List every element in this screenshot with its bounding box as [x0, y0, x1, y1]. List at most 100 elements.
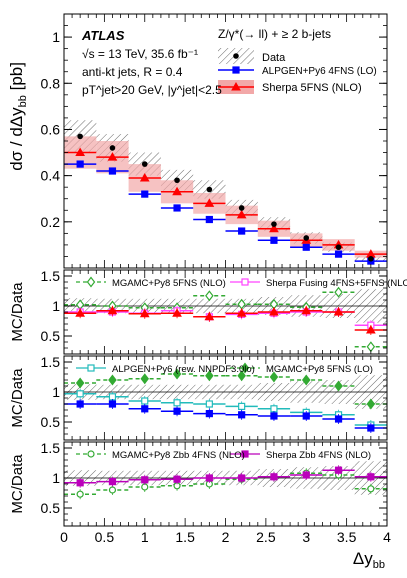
- alpgen-marker: [76, 160, 84, 168]
- ratio-marker: [108, 400, 117, 408]
- alpgen-marker: [334, 250, 343, 258]
- x-axis-label-sub: bb: [373, 559, 385, 571]
- sherpa-marker: [269, 223, 279, 233]
- x-tick-label: 2.5: [256, 529, 276, 545]
- y-tick-label: 0.4: [41, 168, 61, 184]
- legend-marker: [87, 364, 95, 372]
- ratio-marker: [108, 486, 117, 494]
- x-axis-label: Δybb: [353, 549, 385, 571]
- sherpa-marker: [139, 172, 150, 182]
- ratio-marker: [173, 399, 181, 407]
- x-tick-label: 4: [383, 529, 391, 545]
- y-tick-label: 0.8: [41, 75, 61, 91]
- alpgen-marker: [205, 215, 213, 224]
- legend-label: Sherpa 5FNS (NLO): [262, 82, 362, 94]
- y-tick-label: 0.5: [41, 328, 61, 344]
- data-point: [174, 177, 180, 184]
- ratio-marker: [76, 479, 84, 487]
- x-tick-label: 0: [60, 529, 68, 545]
- ratio-marker: [139, 308, 150, 318]
- ratio-marker: [238, 474, 246, 482]
- legend-marker-data: [233, 53, 239, 59]
- ratio-marker: [76, 400, 84, 408]
- y-tick-label: 0.5: [41, 500, 61, 516]
- ratio-marker: [108, 374, 117, 386]
- ratio-marker: [367, 473, 375, 481]
- y-tick-label: 0.5: [41, 414, 61, 430]
- ratio-marker: [237, 370, 246, 382]
- ratio-marker: [367, 485, 375, 493]
- ratio-marker: [270, 473, 278, 481]
- legend-marker: [241, 450, 249, 458]
- info-line: anti-kt jets, R = 0.4: [82, 65, 183, 79]
- ratio-marker: [270, 412, 278, 420]
- ratio-marker: [75, 377, 85, 389]
- ratio-marker: [333, 306, 344, 316]
- legend-label: Data: [262, 52, 286, 64]
- sherpa-marker: [107, 152, 118, 161]
- data-point: [368, 255, 374, 262]
- y-tick-label: 1.5: [41, 354, 61, 370]
- ratio-marker: [108, 478, 117, 486]
- ratio-marker: [141, 397, 149, 405]
- x-tick-label: 3: [302, 529, 310, 545]
- y-axis-label: MC/Data: [9, 454, 26, 514]
- data-point: [109, 145, 116, 151]
- y-axis-label-unit: [pb]: [7, 62, 26, 95]
- legend-label: MGAMC+Py8 Zbb 4FNS (NLO): [112, 450, 245, 461]
- ratio-marker: [140, 373, 150, 385]
- alpgen-marker: [238, 227, 246, 235]
- ratio-marker: [141, 476, 149, 484]
- data-point: [271, 221, 277, 227]
- ratio-marker: [108, 393, 117, 401]
- ratio-marker: [76, 490, 84, 498]
- alpgen-marker: [302, 243, 310, 251]
- data-point: [77, 133, 83, 140]
- data-point: [238, 205, 245, 211]
- x-tick-label: 3.5: [337, 529, 357, 545]
- ratio-marker: [301, 305, 312, 315]
- y-tick-label: 0.2: [41, 214, 61, 230]
- x-tick-label: 1: [141, 529, 149, 545]
- y-tick-label: 1.5: [41, 440, 61, 456]
- legend-marker: [87, 450, 95, 458]
- y-tick-label: 1: [52, 298, 60, 314]
- x-tick-label: 2: [222, 529, 230, 545]
- ratio-marker: [172, 368, 182, 380]
- ratio-marker: [141, 405, 149, 413]
- ratio-marker: [269, 371, 279, 383]
- x-tick-label: 1.5: [175, 529, 195, 545]
- ratio-marker: [172, 308, 182, 317]
- y-axis-label: MC/Data: [9, 282, 26, 342]
- y-axis-label-sub: bb: [17, 95, 29, 107]
- data-point: [206, 186, 213, 193]
- legend-marker: [240, 362, 250, 374]
- ratio-marker: [270, 405, 278, 413]
- ratio-marker: [205, 474, 213, 482]
- ratio-marker: [302, 471, 310, 479]
- ratio-marker: [107, 305, 118, 315]
- legend-label: Sherpa Zbb 4FNS (NLO): [266, 450, 371, 461]
- ratio-marker: [334, 415, 343, 423]
- y-axis-label: dσ / dΔybb [pb]: [7, 62, 29, 171]
- legend-marker: [241, 278, 249, 286]
- ratio-marker: [334, 380, 343, 392]
- legend-label: MGAMC+Py8 5FNS (NLO): [112, 278, 226, 289]
- ratio-marker: [75, 308, 86, 317]
- y-tick-label: 1.5: [41, 268, 61, 284]
- data-point: [335, 244, 342, 251]
- ratio-marker: [141, 483, 149, 491]
- sherpa-marker: [204, 198, 215, 207]
- y-tick-label: 1: [52, 470, 60, 486]
- alpgen-marker: [173, 204, 181, 212]
- info-line: √s = 13 TeV, 35.6 fb⁻¹: [82, 47, 198, 61]
- data-point: [141, 161, 148, 167]
- legend-title: Z/γ*(→ ll) + ≥ 2 b-jets: [218, 27, 331, 41]
- sherpa-marker: [172, 186, 182, 196]
- legend-marker-alpgen: [232, 66, 240, 74]
- ratio-marker: [238, 402, 246, 410]
- ratio-marker: [173, 475, 181, 483]
- y-tick-label: 1: [52, 29, 60, 45]
- ratio-marker: [269, 306, 279, 316]
